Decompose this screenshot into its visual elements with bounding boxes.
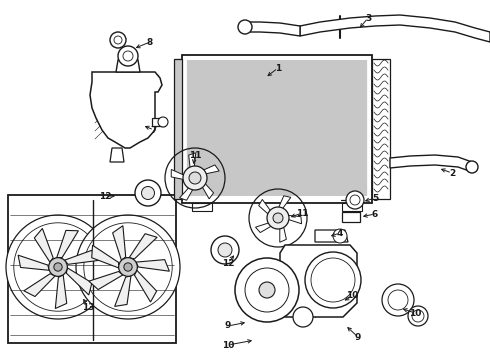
Polygon shape <box>34 229 53 262</box>
Text: 2: 2 <box>449 168 455 177</box>
Polygon shape <box>390 155 472 172</box>
Circle shape <box>333 229 347 243</box>
Circle shape <box>238 20 252 34</box>
Circle shape <box>408 306 428 326</box>
Circle shape <box>189 172 201 184</box>
Circle shape <box>245 268 289 312</box>
Circle shape <box>267 207 289 229</box>
Text: 13: 13 <box>82 303 94 312</box>
Circle shape <box>211 236 239 264</box>
Text: 3: 3 <box>365 14 371 23</box>
Polygon shape <box>192 203 212 211</box>
Text: 10: 10 <box>346 292 358 301</box>
Circle shape <box>49 258 67 276</box>
Circle shape <box>388 290 408 310</box>
Polygon shape <box>113 226 126 260</box>
Polygon shape <box>171 170 190 181</box>
Polygon shape <box>18 255 49 270</box>
Text: 10: 10 <box>409 309 421 318</box>
Circle shape <box>142 186 154 199</box>
Polygon shape <box>342 203 362 211</box>
Polygon shape <box>116 60 140 72</box>
Circle shape <box>123 51 133 61</box>
Circle shape <box>218 243 232 257</box>
Polygon shape <box>65 250 99 264</box>
Polygon shape <box>110 148 124 162</box>
Text: 1: 1 <box>275 63 281 72</box>
Text: 5: 5 <box>372 194 378 202</box>
Text: 11: 11 <box>189 150 201 159</box>
Polygon shape <box>342 212 360 222</box>
Circle shape <box>124 263 132 271</box>
Circle shape <box>259 282 275 298</box>
Polygon shape <box>300 15 490 42</box>
Polygon shape <box>115 276 131 306</box>
Circle shape <box>84 223 172 311</box>
Polygon shape <box>24 274 55 297</box>
Polygon shape <box>174 59 182 199</box>
Text: 12: 12 <box>222 258 234 267</box>
Text: 9: 9 <box>355 333 361 342</box>
Circle shape <box>382 284 414 316</box>
Polygon shape <box>255 222 276 233</box>
Polygon shape <box>189 153 196 174</box>
Polygon shape <box>276 196 291 212</box>
Polygon shape <box>66 268 92 295</box>
Polygon shape <box>89 271 123 289</box>
Polygon shape <box>245 22 300 36</box>
Circle shape <box>466 161 478 173</box>
Circle shape <box>235 258 299 322</box>
Text: 4: 4 <box>337 229 343 238</box>
Text: 11: 11 <box>296 208 308 217</box>
Polygon shape <box>200 179 214 199</box>
Circle shape <box>346 191 364 209</box>
Text: 7: 7 <box>151 126 157 135</box>
Polygon shape <box>136 260 170 271</box>
Polygon shape <box>55 275 67 309</box>
Polygon shape <box>134 270 157 302</box>
Circle shape <box>412 310 424 322</box>
Polygon shape <box>283 215 301 224</box>
Text: 10: 10 <box>222 341 234 350</box>
Polygon shape <box>90 72 162 148</box>
Text: 12: 12 <box>99 192 111 201</box>
Text: 6: 6 <box>372 210 378 219</box>
Circle shape <box>6 215 110 319</box>
Polygon shape <box>92 245 119 268</box>
Polygon shape <box>280 222 286 242</box>
Polygon shape <box>57 230 78 258</box>
Circle shape <box>118 46 138 66</box>
Circle shape <box>189 172 201 184</box>
Circle shape <box>54 263 62 271</box>
Circle shape <box>119 258 137 276</box>
Circle shape <box>183 166 207 190</box>
Polygon shape <box>280 245 357 317</box>
Circle shape <box>110 32 126 48</box>
Circle shape <box>350 195 360 205</box>
Circle shape <box>135 180 161 206</box>
Polygon shape <box>129 234 157 259</box>
Circle shape <box>114 36 122 44</box>
Text: 8: 8 <box>147 37 153 46</box>
Polygon shape <box>152 118 165 126</box>
Circle shape <box>293 307 313 327</box>
Circle shape <box>311 258 355 302</box>
Circle shape <box>158 117 168 127</box>
Polygon shape <box>179 184 196 200</box>
Circle shape <box>272 212 284 224</box>
Polygon shape <box>8 195 176 343</box>
Circle shape <box>305 252 361 308</box>
Text: 9: 9 <box>225 321 231 330</box>
Polygon shape <box>372 59 390 199</box>
Polygon shape <box>198 165 219 175</box>
Circle shape <box>76 215 180 319</box>
Polygon shape <box>259 199 273 217</box>
Circle shape <box>273 213 283 223</box>
Circle shape <box>14 223 102 311</box>
Polygon shape <box>315 230 348 242</box>
